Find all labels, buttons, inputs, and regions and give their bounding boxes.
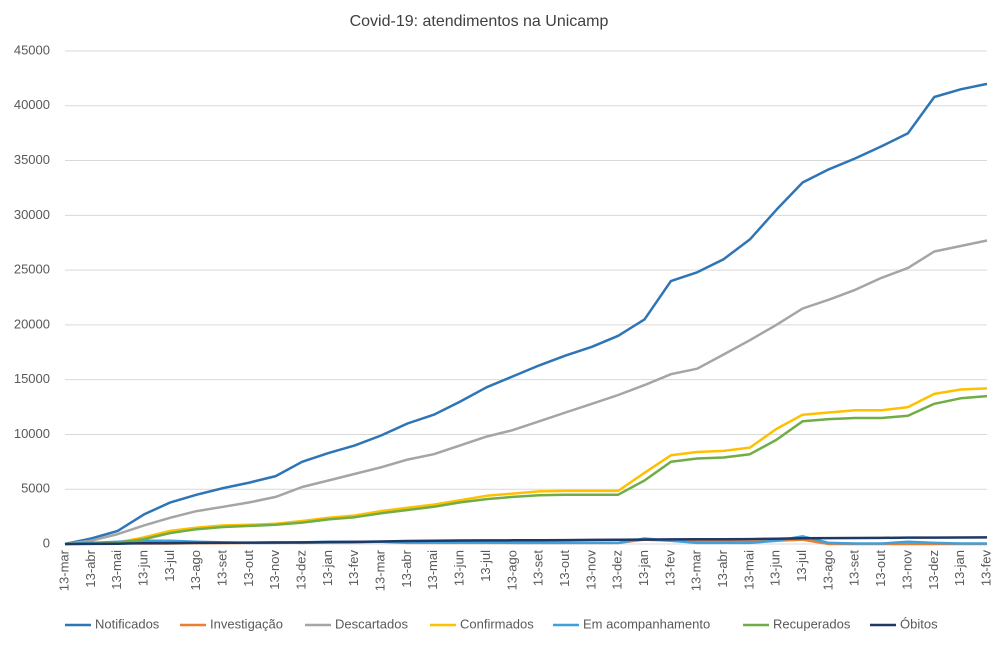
legend-label: Descartados: [335, 616, 408, 631]
x-tick-label: 13-nov: [583, 550, 598, 590]
y-tick-label: 40000: [14, 97, 50, 112]
chart-title: Covid-19: atendimentos na Unicamp: [350, 13, 609, 30]
x-tick-label: 13-out: [873, 550, 888, 587]
x-tick-label: 13-ago: [188, 550, 203, 590]
x-tick-label: 13-ago: [820, 550, 835, 590]
legend-label: Investigação: [210, 616, 283, 631]
x-tick-label: 13-fev: [346, 550, 361, 587]
x-tick-label: 13-jan: [636, 550, 651, 586]
x-tick-label: 13-set: [214, 550, 229, 587]
x-tick-label: 13-dez: [294, 550, 309, 590]
y-tick-label: 35000: [14, 152, 50, 167]
series-line: [64, 536, 988, 546]
x-tick-label: 13-jul: [794, 550, 809, 582]
x-tick-label: 13-mar: [373, 549, 388, 591]
x-tick-label: 13-mai: [425, 550, 440, 590]
y-tick-label: 25000: [14, 262, 50, 277]
legend-item: Confirmados: [430, 616, 534, 631]
legend-label: Em acompanhamento: [583, 616, 710, 631]
x-tick-label: 13-fev: [978, 550, 993, 587]
legend-item: Investigação: [180, 616, 283, 631]
x-tick-label: 13-set: [531, 550, 546, 587]
y-tick-label: 20000: [14, 316, 50, 331]
x-tick-label: 13-mar: [689, 549, 704, 591]
x-tick-label: 13-ago: [504, 550, 519, 590]
x-tick-label: 13-mai: [741, 550, 756, 590]
x-tick-label: 13-mar: [56, 549, 71, 591]
x-tick-label: 13-abr: [399, 549, 414, 587]
legend-label: Recuperados: [773, 616, 851, 631]
series-line: [64, 387, 988, 546]
y-tick-label: 10000: [14, 426, 50, 441]
x-tick-label: 13-jan: [952, 550, 967, 586]
y-tick-label: 45000: [14, 42, 50, 57]
x-tick-label: 13-fev: [662, 550, 677, 587]
x-tick-label: 13-jul: [478, 550, 493, 582]
x-tick-label: 13-jun: [135, 550, 150, 586]
x-tick-label: 13-abr: [83, 549, 98, 587]
x-tick-label: 13-out: [557, 550, 572, 587]
y-tick-label: 30000: [14, 207, 50, 222]
series-line: [64, 239, 988, 546]
y-tick-label: 15000: [14, 371, 50, 386]
legend-item: Descartados: [305, 616, 408, 631]
x-tick-label: 13-nov: [267, 550, 282, 590]
x-tick-label: 13-set: [847, 550, 862, 587]
legend-label: Óbitos: [900, 616, 938, 631]
legend-label: Notificados: [95, 616, 160, 631]
x-tick-label: 13-jun: [768, 550, 783, 586]
x-tick-label: 13-dez: [926, 550, 941, 590]
y-tick-label: 0: [43, 535, 50, 550]
legend-item: Óbitos: [870, 616, 938, 631]
x-tick-label: 13-abr: [715, 549, 730, 587]
x-tick-label: 13-jul: [162, 550, 177, 582]
legend-label: Confirmados: [460, 616, 534, 631]
legend-item: Notificados: [65, 616, 160, 631]
y-tick-label: 5000: [21, 481, 50, 496]
x-tick-label: 13-dez: [610, 550, 625, 590]
x-tick-label: 13-out: [241, 550, 256, 587]
series-line: [64, 394, 988, 546]
legend-item: Recuperados: [743, 616, 851, 631]
x-tick-label: 13-nov: [899, 550, 914, 590]
legend-item: Em acompanhamento: [553, 616, 710, 631]
x-tick-label: 13-mai: [109, 550, 124, 590]
x-tick-label: 13-jan: [320, 550, 335, 586]
series-line: [64, 82, 988, 546]
x-tick-label: 13-jun: [452, 550, 467, 586]
